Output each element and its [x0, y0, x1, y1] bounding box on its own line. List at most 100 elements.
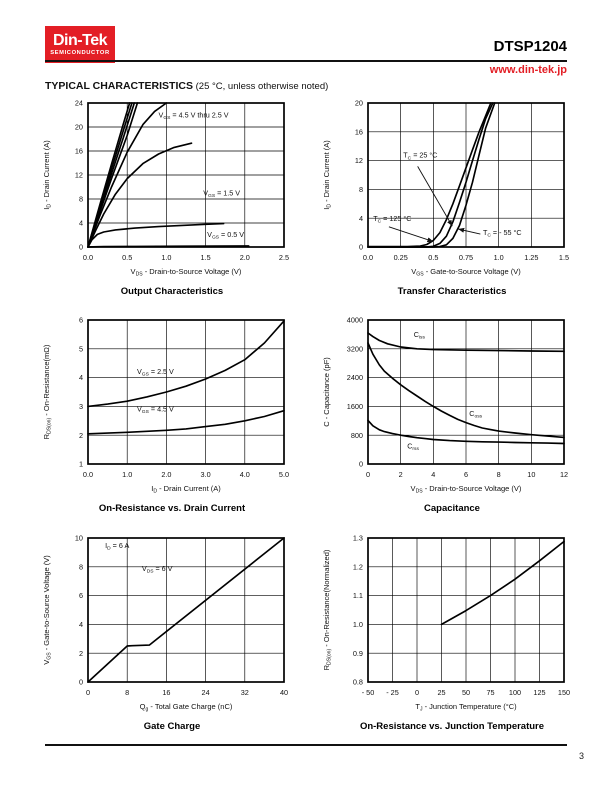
series-group: [87, 102, 250, 248]
chart-text: 2400: [347, 373, 363, 382]
chart-text: 800: [351, 431, 363, 440]
chart-text: 0: [79, 678, 83, 687]
chart-text: 4000: [347, 316, 363, 325]
chart-text: VDS = 6 V: [142, 564, 173, 575]
chart-text: 16: [75, 147, 83, 156]
series-group: [87, 320, 285, 435]
chart-text: 1600: [347, 402, 363, 411]
series-vgs-3-0-v: [87, 102, 139, 248]
chart-text: 32: [241, 688, 249, 697]
chart-text: ID = 6 A: [105, 541, 129, 552]
chart-text: 0: [415, 688, 419, 697]
page-number: 3: [578, 751, 584, 761]
part-number: DTSP1204: [493, 38, 567, 55]
website-link[interactable]: www.din-tek.jp: [489, 64, 567, 76]
chart-text: 0: [79, 243, 83, 252]
chart-text: VGS = 2.5 V: [137, 367, 174, 378]
chart-text: 12: [560, 470, 568, 479]
chart-text: 0: [86, 688, 90, 697]
chart-text: 8: [497, 470, 501, 479]
annotation-arrow: [458, 227, 481, 235]
chart-text: 1.0: [122, 470, 132, 479]
series-vgs-1-5-v: [87, 222, 225, 248]
chart-text: - 50: [362, 688, 375, 697]
chart-text: 50: [462, 688, 470, 697]
chart-title: Transfer Characteristics: [397, 286, 507, 297]
chart-text: 40: [280, 688, 288, 697]
logo-sub-text: SEMICONDUCTOR: [50, 50, 110, 56]
dintek-logo: Din-Tek SEMICONDUCTOR: [45, 26, 115, 63]
chart-text: 0.25: [394, 253, 408, 262]
chart-text: 25: [437, 688, 445, 697]
chart-text: 8: [79, 562, 83, 571]
plot-border: [367, 319, 565, 465]
chart-text: 1.3: [353, 534, 363, 543]
chart-text: 16: [162, 688, 170, 697]
chart-text: 4: [79, 620, 83, 629]
logo-brand-text: Din-Tek: [53, 32, 107, 49]
annotations: Ciss Coss Crss: [407, 330, 482, 452]
chart-text: 0: [366, 470, 370, 479]
chart-text: 2: [79, 649, 83, 658]
chart-title: On-Resistance vs. Junction Temperature: [359, 721, 545, 732]
chart-text: 2: [79, 431, 83, 440]
chart-text: 0.9: [353, 649, 363, 658]
series-group: [367, 332, 565, 445]
chart-text: - 25: [386, 688, 399, 697]
chart-text: 8: [359, 185, 363, 194]
series-ciss: [367, 332, 565, 353]
x-axis-label: Qg - Total Gate Charge (nC): [140, 702, 233, 713]
chart-text: 0.0: [83, 253, 93, 262]
chart-on-resistance-vs-drain-current: 0.0 1.0 2.0 3.0 4.0 5.0 1 2 3 4 5 6 ID - Drain Curre…: [36, 312, 308, 514]
chart-gate-charge: 0 8 16 24 32 40 0 2 4 6 8 10 Qg - Total Gate Charge …: [36, 530, 308, 732]
chart-text: 1.1: [353, 591, 363, 600]
y-axis-label: RDS(on) - On-Resistance(Normalized): [322, 549, 333, 670]
chart-title: Gate Charge: [143, 721, 201, 732]
chart-title: Output Characteristics: [120, 286, 224, 297]
x-axis-label: VGS - Gate-to-Source Voltage (V): [411, 267, 521, 278]
series-group: [367, 102, 496, 248]
series-normalized-rds-on: [440, 540, 565, 626]
annotation-arrow: [417, 166, 453, 227]
chart-text: 3200: [347, 344, 363, 353]
chart-text: 75: [486, 688, 494, 697]
tick-labels: 0.0 0.25 0.5 0.75 1.0 1.25 1.5 0 4 8 12 16 20: [355, 99, 569, 262]
chart-title: Capacitance: [424, 503, 480, 514]
series-vgs-4-5-v: [87, 409, 285, 435]
chart-text: 20: [355, 99, 363, 108]
x-axis-label: VDS - Drain-to-Source Voltage (V): [131, 267, 242, 278]
chart-text: 1.0: [494, 253, 504, 262]
chart-canvas: 0 2 4 6 8 10 12 0 800 1600 2400 3200 4000 VDS - Drain…: [322, 316, 568, 495]
chart-text: 4: [79, 219, 83, 228]
chart-text: 0.0: [83, 470, 93, 479]
annotations: VGS = 2.5 V VGS = 4.5 V: [137, 367, 174, 415]
chart-text: 5.0: [279, 470, 289, 479]
chart-text: 0.75: [459, 253, 473, 262]
chart-canvas: 0.0 0.5 1.0 1.5 2.0 2.5 0 4 8 12 16 20 24 VDS - Drain…: [42, 99, 289, 278]
chart-on-resistance-vs-junction-temperature: - 50 - 25 0 25 50 75 100 125 150 0.8 0.9 1.0 1.1 1.2 1…: [316, 530, 588, 732]
chart-text: 0.8: [353, 678, 363, 687]
chart-text: 1: [79, 460, 83, 469]
chart-text: 1.25: [524, 253, 538, 262]
grid-lines: [87, 537, 285, 683]
chart-text: 12: [355, 156, 363, 165]
chart-canvas: - 50 - 25 0 25 50 75 100 125 150 0.8 0.9 1.0 1.1 1.2 1…: [322, 534, 570, 713]
series-group: [440, 540, 565, 626]
series-tc-125-c: [367, 102, 492, 248]
series-group: [87, 537, 285, 683]
chart-text: 8: [125, 688, 129, 697]
chart-text: 1.5: [559, 253, 569, 262]
series-vgs-0-5-v: [87, 245, 250, 248]
chart-text: 6: [79, 316, 83, 325]
series-crss: [367, 419, 565, 445]
y-axis-label: C - Capacitance (pF): [322, 357, 331, 427]
tick-labels: 0 2 4 6 8 10 12 0 800 1600 2400 3200 4000: [347, 316, 568, 479]
grid-lines: [87, 319, 285, 465]
chart-text: 150: [558, 688, 570, 697]
y-axis-label: ID - Drain Current (A): [322, 140, 333, 210]
chart-text: VGS = 0.5 V: [207, 230, 244, 241]
chart-text: 4: [431, 470, 435, 479]
chart-text: 1.2: [353, 562, 363, 571]
